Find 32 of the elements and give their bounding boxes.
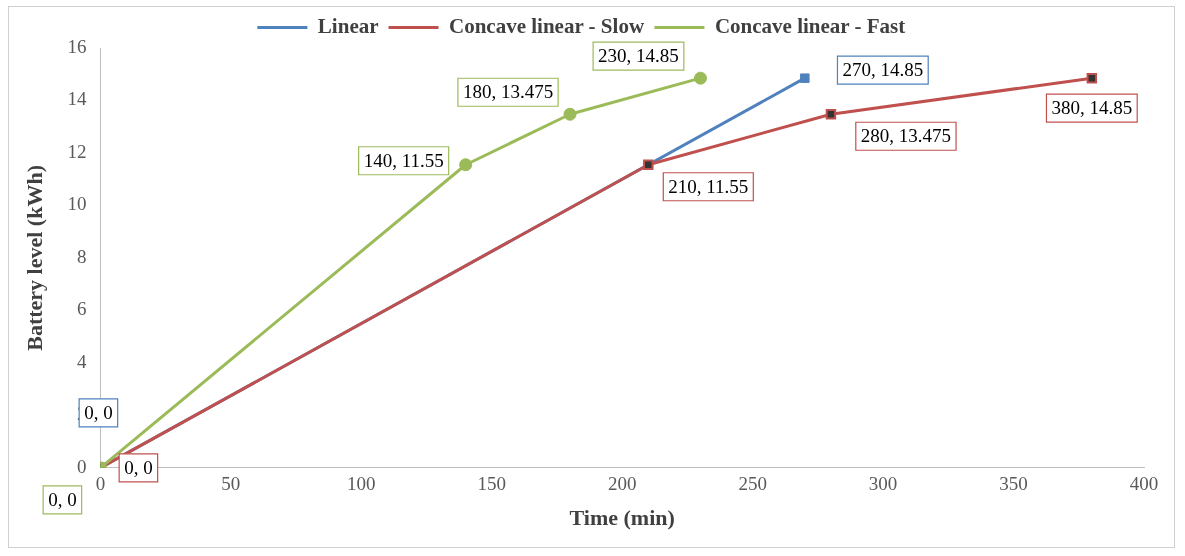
x-tick-label: 200 <box>607 473 637 495</box>
y-tick-label: 12 <box>67 140 87 162</box>
x-axis-title: Time (min) <box>569 505 675 531</box>
legend-label: Linear <box>317 13 379 38</box>
x-tick-label: 250 <box>738 473 767 495</box>
data-label: 280, 13.475 <box>860 125 952 147</box>
x-tick-label: 0 <box>95 473 106 495</box>
x-tick-label: 400 <box>1129 473 1159 495</box>
x-tick-label: 350 <box>999 473 1028 495</box>
x-tick-label: 300 <box>868 473 898 495</box>
y-tick-label: 16 <box>67 35 87 57</box>
y-tick-label: 8 <box>76 245 87 267</box>
y-tick-label: 6 <box>76 298 87 320</box>
x-tick-label: 100 <box>347 473 376 495</box>
y-tick-label: 10 <box>67 193 87 215</box>
x-tick-label: 150 <box>477 473 506 495</box>
legend-label: Concave linear - Slow <box>449 13 645 38</box>
data-label: 0, 0 <box>84 401 113 423</box>
data-label: 210, 11.55 <box>668 175 749 197</box>
data-label: 140, 11.55 <box>363 149 444 171</box>
data-label: 0, 0 <box>124 456 153 478</box>
legend-label: Concave linear - Fast <box>714 13 906 38</box>
data-label: 0, 0 <box>48 488 77 510</box>
data-label: 230, 14.85 <box>598 45 679 67</box>
data-label: 270, 14.85 <box>842 59 924 81</box>
y-tick-label: 14 <box>67 88 87 110</box>
y-tick-label: 0 <box>76 455 87 477</box>
y-tick-label: 4 <box>76 350 87 372</box>
data-label: 380, 14.85 <box>1051 97 1133 119</box>
data-label: 180, 13.475 <box>462 81 554 103</box>
y-axis-title: Battery level (kWh) <box>21 165 47 351</box>
x-tick-label: 50 <box>221 473 241 495</box>
